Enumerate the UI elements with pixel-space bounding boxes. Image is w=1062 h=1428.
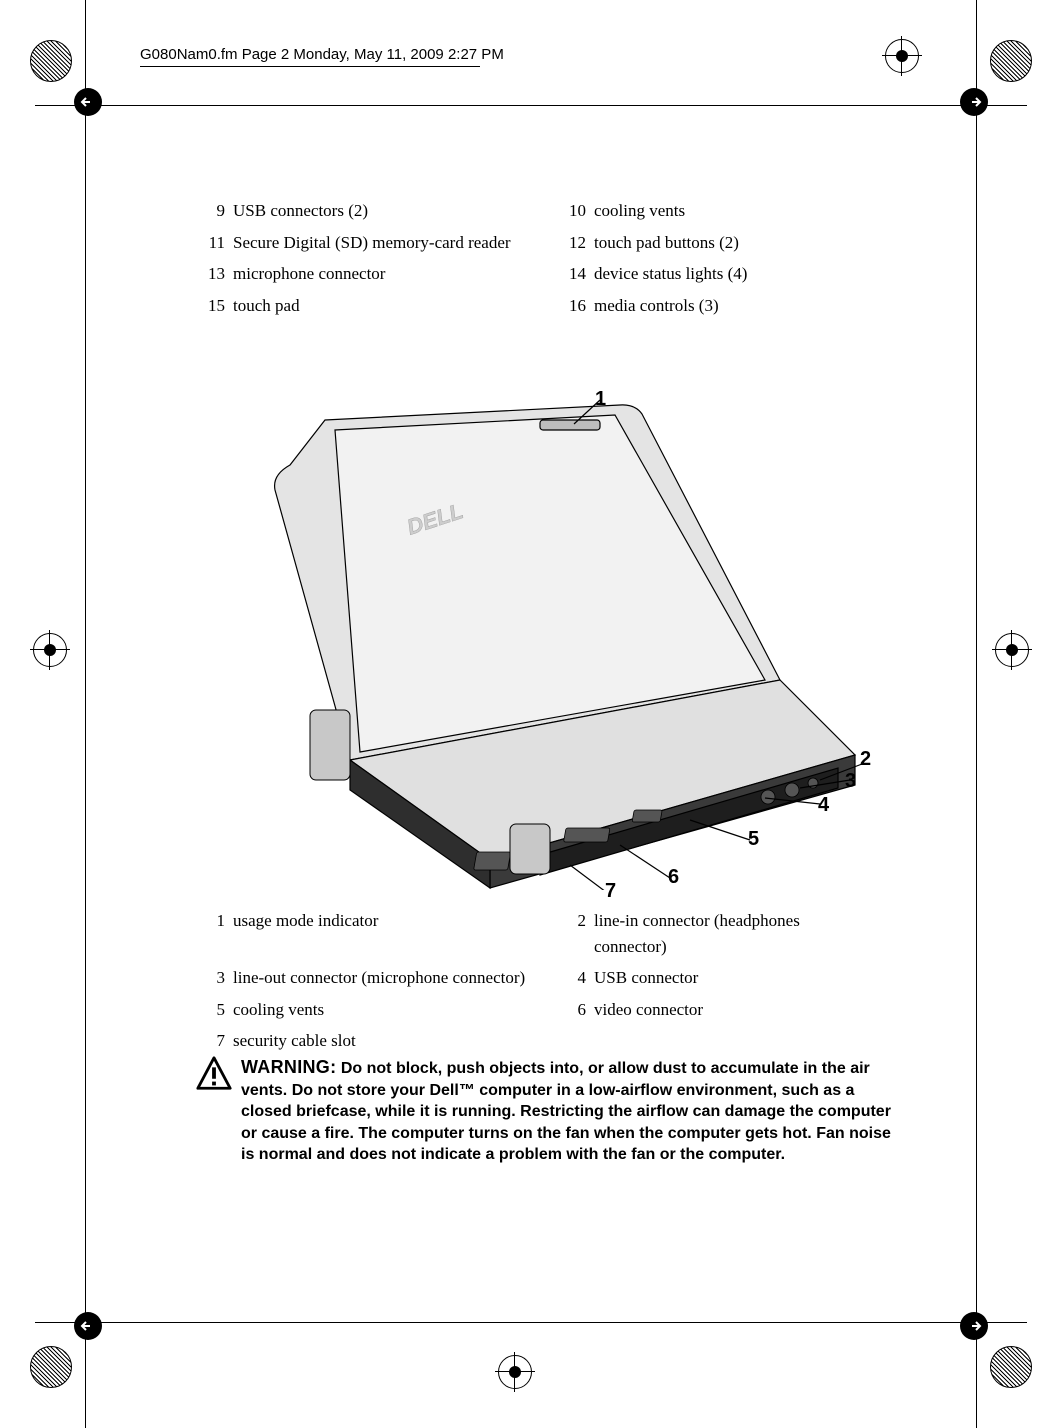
arrow-mark-bl: [72, 1310, 104, 1342]
register-mark-mr: [992, 630, 1032, 670]
warning-block: WARNING: Do not block, push objects into…: [195, 1055, 905, 1166]
warning-text: WARNING: Do not block, push objects into…: [241, 1055, 905, 1166]
cell-text: security cable slot: [233, 1025, 556, 1057]
cell-text: cooling vents: [594, 195, 882, 227]
cell-text: device status lights (4): [594, 258, 882, 290]
cell-text: microphone connector: [233, 258, 556, 290]
crop-line-right: [976, 0, 977, 1428]
cell-num: 5: [195, 994, 233, 1026]
cell-text: video connector: [594, 994, 882, 1026]
hatch-mark-bl: [30, 1346, 72, 1388]
laptop-svg: DELL cappreciate: [190, 380, 910, 890]
cell-num: 6: [556, 994, 594, 1026]
arrow-mark-tr: [958, 86, 990, 118]
warning-lead: WARNING:: [241, 1057, 336, 1077]
crop-line-left: [85, 0, 86, 1428]
callout-4: 4: [818, 794, 829, 817]
hatch-mark-tr: [990, 40, 1032, 82]
callout-6: 6: [668, 866, 679, 889]
callout-3: 3: [845, 770, 856, 793]
cell-num: 16: [556, 290, 594, 322]
page-header-text: G080Nam0.fm Page 2 Monday, May 11, 2009 …: [140, 46, 504, 63]
callout-5: 5: [748, 828, 759, 851]
cell-text: USB connectors (2): [233, 195, 556, 227]
warning-icon: [195, 1055, 241, 1166]
feature-list-top: 9 USB connectors (2) 10 cooling vents 11…: [195, 195, 915, 321]
register-mark-bc: [495, 1352, 535, 1392]
cell-text: usage mode indicator: [233, 905, 556, 962]
callout-1: 1: [595, 388, 606, 411]
cell-num: 1: [195, 905, 233, 962]
cell-text: Secure Digital (SD) memory-card reader: [233, 227, 556, 259]
callout-7: 7: [605, 880, 616, 903]
cell-text: media controls (3): [594, 290, 882, 322]
cell-num: 3: [195, 962, 233, 994]
cell-text: touch pad buttons (2): [594, 227, 882, 259]
crop-line-bottom: [35, 1322, 1027, 1323]
page-header-rule: [140, 66, 480, 67]
arrow-mark-br: [958, 1310, 990, 1342]
cell-text: [594, 1025, 882, 1057]
cell-num: 10: [556, 195, 594, 227]
register-mark-tr: [882, 36, 922, 76]
cell-text: line-in connector (headphones connector): [594, 905, 882, 962]
feature-table-bottom: 1 usage mode indicator 2 line-in connect…: [195, 905, 882, 1057]
crop-line-top: [35, 105, 1027, 106]
register-mark-ml: [30, 630, 70, 670]
laptop-figure: DELL cappreciate: [190, 380, 910, 890]
hatch-mark-br: [990, 1346, 1032, 1388]
page-header: G080Nam0.fm Page 2 Monday, May 11, 2009 …: [140, 46, 504, 63]
cell-text: line-out connector (microphone connector…: [233, 962, 556, 994]
hatch-mark-tl: [30, 40, 72, 82]
cell-num: 11: [195, 227, 233, 259]
cell-num: 9: [195, 195, 233, 227]
cell-num: 4: [556, 962, 594, 994]
cell-num: [556, 1025, 594, 1057]
warning-body: Do not block, push objects into, or allo…: [241, 1060, 891, 1163]
feature-list-bottom: 1 usage mode indicator 2 line-in connect…: [195, 905, 915, 1057]
page: G080Nam0.fm Page 2 Monday, May 11, 2009 …: [0, 0, 1062, 1428]
cell-num: 15: [195, 290, 233, 322]
cell-num: 13: [195, 258, 233, 290]
cell-num: 2: [556, 905, 594, 962]
cell-num: 7: [195, 1025, 233, 1057]
callout-2: 2: [860, 748, 871, 771]
cell-num: 14: [556, 258, 594, 290]
arrow-mark-tl: [72, 86, 104, 118]
cell-text: touch pad: [233, 290, 556, 322]
cell-num: 12: [556, 227, 594, 259]
cell-text: cooling vents: [233, 994, 556, 1026]
feature-table-top: 9 USB connectors (2) 10 cooling vents 11…: [195, 195, 882, 321]
cell-text: USB connector: [594, 962, 882, 994]
